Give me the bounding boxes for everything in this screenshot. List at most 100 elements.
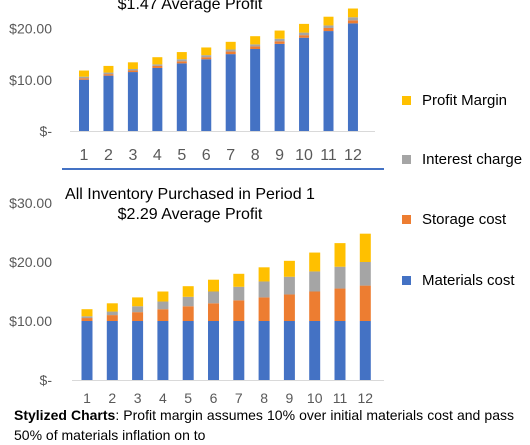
chart2-bar-profit bbox=[132, 297, 144, 307]
chart1-bar-storage bbox=[323, 27, 334, 32]
chart2-bar-storage bbox=[106, 315, 118, 321]
chart2-bar-profit bbox=[182, 286, 194, 297]
chart1-bar-interest bbox=[274, 38, 285, 42]
legend-item-profit-margin: Profit Margin bbox=[402, 92, 507, 109]
chart1-bar-storage bbox=[225, 51, 236, 55]
caption-bold: Stylized Charts bbox=[14, 407, 116, 423]
chart2-bar-profit bbox=[81, 309, 93, 317]
legend-swatch-profit-margin bbox=[402, 96, 411, 105]
chart2-bar-storage bbox=[132, 312, 144, 321]
chart1-bar-profit bbox=[103, 65, 114, 73]
chart1-bar-interest bbox=[152, 64, 163, 66]
chart2-bar-interest bbox=[106, 311, 118, 316]
chart2-bar-materials bbox=[157, 321, 169, 380]
legend-item-storage-cost: Storage cost bbox=[402, 211, 506, 228]
chart2-subtitle: $2.29 Average Profit bbox=[117, 206, 263, 223]
chart2-xtick-label: 12 bbox=[358, 390, 374, 406]
chart1-bar-materials bbox=[127, 72, 138, 131]
chart1-bar-materials bbox=[323, 31, 334, 131]
chart2-xtick-label: 8 bbox=[260, 390, 268, 406]
chart1-bar-profit bbox=[225, 41, 236, 50]
chart1-bar-materials bbox=[250, 49, 261, 131]
chart2-bar-storage bbox=[233, 300, 245, 321]
chart1-bar-materials bbox=[274, 43, 285, 131]
chart2-ytick-label: $10.00 bbox=[9, 313, 52, 329]
chart1-bar-materials bbox=[225, 54, 236, 131]
chart1-bar-storage bbox=[274, 41, 285, 44]
chart1-ytick-label: $10.00 bbox=[9, 72, 52, 88]
chart2-bar-profit bbox=[157, 291, 169, 302]
chart1-bar-profit bbox=[152, 57, 163, 65]
chart1-bar-storage bbox=[250, 46, 261, 49]
chart2-xtick-label: 10 bbox=[307, 390, 323, 406]
chart2-bar-interest bbox=[81, 316, 93, 319]
chart2-bar-interest bbox=[157, 301, 169, 310]
chart1-bar-interest bbox=[299, 32, 310, 36]
chart1-xtick-label: 2 bbox=[104, 147, 113, 164]
chart2-bar-storage bbox=[334, 288, 346, 321]
chart2-bar-interest bbox=[309, 271, 321, 292]
chart1-xtick-label: 9 bbox=[275, 147, 284, 164]
chart1-bar-storage bbox=[79, 78, 89, 80]
chart2-bar-interest bbox=[334, 266, 346, 289]
chart2-ytick-label: $30.00 bbox=[9, 195, 52, 211]
chart2-bar-profit bbox=[106, 303, 118, 312]
chart2-bar-materials bbox=[283, 321, 295, 380]
chart2-xtick-label: 11 bbox=[333, 390, 348, 406]
chart1-bar-storage bbox=[176, 61, 187, 64]
legend-label-materials-cost: Materials cost bbox=[422, 272, 515, 289]
chart1-xtick-label: 3 bbox=[128, 147, 137, 164]
chart1-bar-materials bbox=[152, 67, 163, 131]
legend-label-storage-cost: Storage cost bbox=[422, 211, 507, 228]
chart1-ytick-label: $- bbox=[40, 123, 53, 139]
chart2-bar-profit bbox=[283, 260, 295, 277]
chart2-bar-profit bbox=[334, 243, 346, 267]
chart1-bar-interest bbox=[201, 55, 212, 58]
chart2-bar-storage bbox=[359, 285, 371, 321]
chart1-bar-materials bbox=[79, 79, 89, 131]
legend-swatch-interest-charge bbox=[402, 155, 411, 164]
chart2-bar-materials bbox=[334, 321, 346, 380]
chart2-bar-materials bbox=[208, 321, 219, 380]
chart1-xtick-label: 6 bbox=[202, 147, 211, 164]
chart1-title: $1.47 Average Profit bbox=[117, 0, 263, 13]
chart2-bar-materials bbox=[309, 321, 321, 380]
chart2-bar-materials bbox=[182, 321, 194, 380]
chart1-xtick-label: 8 bbox=[251, 147, 260, 164]
chart1-bar-materials bbox=[347, 23, 358, 131]
chart2-bar-materials bbox=[359, 321, 371, 380]
chart1-bar-profit bbox=[127, 62, 138, 69]
chart1-xtick-label: 10 bbox=[295, 147, 313, 164]
chart1-bar-materials bbox=[299, 37, 310, 131]
chart2-bar-interest bbox=[208, 291, 219, 304]
chart2-bar-materials bbox=[233, 321, 245, 380]
chart1-ytick-label: $20.00 bbox=[9, 21, 52, 37]
chart2-title: All Inventory Purchased in Period 1 bbox=[65, 186, 315, 203]
legend-item-interest-charge: Interest charge bbox=[402, 151, 522, 168]
chart2-bar-storage bbox=[309, 291, 321, 321]
chart1-bar-storage bbox=[103, 74, 114, 76]
chart2-xtick-label: 6 bbox=[210, 390, 218, 406]
chart1-bar-storage bbox=[299, 35, 310, 38]
chart1-xtick-label: 1 bbox=[80, 147, 89, 164]
chart1-bar-profit bbox=[299, 23, 310, 33]
chart1-bar-profit bbox=[201, 47, 212, 56]
chart2-xtick-label: 2 bbox=[108, 390, 116, 406]
chart2-bar-interest bbox=[182, 296, 194, 307]
chart1-bar-profit bbox=[79, 70, 89, 77]
legend-swatch-materials-cost bbox=[402, 276, 411, 285]
legend-swatch-storage-cost bbox=[402, 215, 411, 224]
chart2-bar-storage bbox=[81, 318, 93, 321]
chart2-bar-materials bbox=[81, 321, 93, 380]
chart1-xtick-label: 4 bbox=[153, 147, 162, 164]
chart2-bar-profit bbox=[233, 273, 245, 287]
chart1-xtick-label: 12 bbox=[344, 147, 362, 164]
chart1-bar-profit bbox=[176, 52, 187, 60]
chart1-bar-profit bbox=[323, 16, 334, 26]
chart2-bar-materials bbox=[106, 321, 118, 380]
legend-item-materials-cost: Materials cost bbox=[402, 272, 515, 289]
chart1-bar-interest bbox=[103, 72, 114, 75]
chart1-bar-materials bbox=[103, 75, 114, 131]
chart2-bar-interest bbox=[359, 262, 371, 286]
